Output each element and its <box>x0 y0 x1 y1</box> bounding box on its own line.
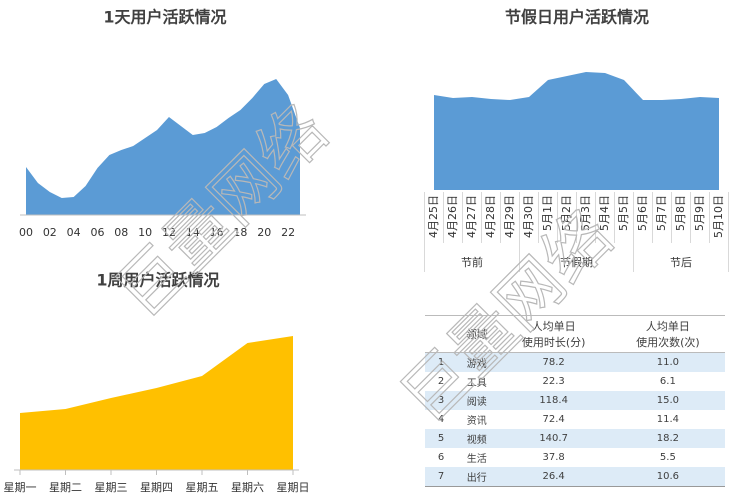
table-cell: 22.3 <box>542 376 565 387</box>
area <box>26 79 300 215</box>
table-cell: 工具 <box>466 378 487 389</box>
chart-title: 节假日用户活跃情况 <box>505 8 649 27</box>
table-cell: 26.4 <box>496 467 611 487</box>
table-cell: 1 <box>425 352 457 372</box>
column-header: 领域 <box>457 315 497 353</box>
table-cell: 78.2 <box>496 352 611 372</box>
x-tick-label: 5月3日 <box>579 195 592 231</box>
x-tick-label: 06 <box>90 226 104 239</box>
x-tick-label: 星期三 <box>95 481 128 494</box>
table-cell: 游戏 <box>457 352 497 372</box>
index-header <box>425 315 457 353</box>
x-tick-label: 星期一 <box>4 481 37 494</box>
x-tick-label: 5月10日 <box>712 195 725 238</box>
x-tick-label: 10 <box>138 226 152 239</box>
x-tick-label: 02 <box>43 226 57 239</box>
x-tick-label: 4月29日 <box>503 195 516 238</box>
column-header: 人均单日 使用时长(分) <box>496 315 611 353</box>
table-cell: 4 <box>437 414 445 425</box>
x-tick-label: 12 <box>162 226 176 239</box>
x-tick-label: 18 <box>233 226 247 239</box>
x-tick-label: 08 <box>114 226 128 239</box>
table-row: 2 工具 22.3 6.1 <box>425 372 725 391</box>
x-tick-label: 5月6日 <box>636 195 649 231</box>
table-cell: 资讯 <box>466 416 487 427</box>
x-tick-label: 4月30日 <box>522 195 535 238</box>
table-cell: 5 <box>425 429 457 448</box>
table-cell: 出行 <box>457 467 497 487</box>
table-cell: 6.1 <box>659 376 676 387</box>
x-tick-label: 4月28日 <box>484 195 497 238</box>
table-cell: 72.4 <box>542 414 565 425</box>
x-tick-label: 5月8日 <box>674 195 687 231</box>
x-tick-label: 星期四 <box>140 481 173 494</box>
table-cell: 3 <box>425 391 457 410</box>
table-cell: 6 <box>437 452 445 463</box>
area <box>434 72 719 190</box>
x-tick-label: 星期五 <box>186 481 219 494</box>
table-cell: 11.4 <box>656 414 679 425</box>
x-tick-label: 22 <box>281 226 295 239</box>
table-row: 5 视频 140.7 18.2 <box>425 429 725 448</box>
area <box>20 336 293 470</box>
table-cell: 2 <box>437 376 445 387</box>
table-row: 4 资讯 72.4 11.4 <box>425 410 725 429</box>
table-cell: 140.7 <box>496 429 611 448</box>
group-label: 节假期 <box>560 255 593 269</box>
x-tick-label: 4月26日 <box>446 195 459 238</box>
x-tick-label: 星期日 <box>277 481 310 494</box>
x-tick-label: 16 <box>210 226 224 239</box>
x-tick-label: 14 <box>186 226 200 239</box>
table-cell: 11.0 <box>610 352 725 372</box>
table-cell: 10.6 <box>610 467 725 487</box>
x-tick-label: 5月1日 <box>541 195 554 231</box>
x-tick-label: 04 <box>67 226 81 239</box>
table-row: 1 游戏 78.2 11.0 <box>425 352 725 372</box>
x-tick-label: 5月9日 <box>693 195 706 231</box>
table-cell: 阅读 <box>457 391 497 410</box>
x-tick-label: 星期二 <box>49 481 82 494</box>
column-header: 人均单日 使用次数(次) <box>610 315 725 353</box>
table-cell: 生活 <box>466 454 487 465</box>
group-label: 节前 <box>461 255 483 269</box>
x-tick-label: 20 <box>257 226 271 239</box>
header-row: 领域 人均单日 使用时长(分) 人均单日 使用次数(次) <box>425 315 725 353</box>
x-tick-label: 5月5日 <box>617 195 630 231</box>
x-tick-label: 4月27日 <box>465 195 478 238</box>
usage-table: 领域 人均单日 使用时长(分) 人均单日 使用次数(次) 1 游戏 78.2 11.0… <box>425 315 725 487</box>
x-tick-label: 00 <box>19 226 33 239</box>
table-cell: 视频 <box>457 429 497 448</box>
table-cell: 7 <box>425 467 457 487</box>
table-row: 7 出行 26.4 10.6 <box>425 467 725 487</box>
chart-title: 1周用户活跃情况 <box>96 271 219 290</box>
x-tick-label: 5月2日 <box>560 195 573 231</box>
table-cell: 15.0 <box>610 391 725 410</box>
x-tick-label: 5月7日 <box>655 195 668 231</box>
x-tick-label: 5月4日 <box>598 195 611 231</box>
table-cell: 18.2 <box>610 429 725 448</box>
chart-title: 1天用户活跃情况 <box>103 8 226 27</box>
x-tick-label: 星期六 <box>231 481 264 494</box>
table-row: 6 生活 37.8 5.5 <box>425 448 725 467</box>
group-label: 节后 <box>670 256 692 269</box>
table-cell: 118.4 <box>496 391 611 410</box>
table-row: 3 阅读 118.4 15.0 <box>425 391 725 410</box>
x-tick-label: 4月25日 <box>427 195 440 238</box>
table-cell: 37.8 <box>542 452 565 463</box>
table-cell: 5.5 <box>659 452 676 463</box>
